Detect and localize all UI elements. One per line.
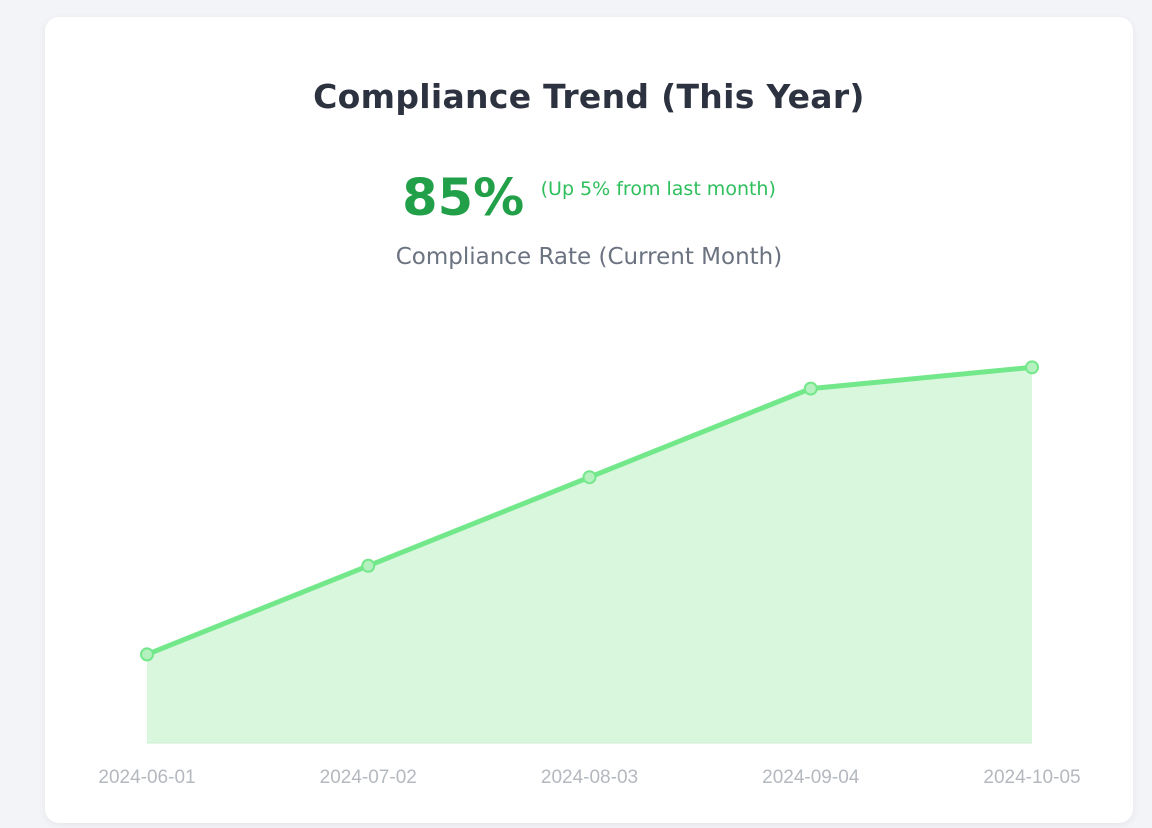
card-title: Compliance Trend (This Year)	[313, 77, 865, 116]
data-point-2024-10-05[interactable]	[1025, 360, 1039, 375]
x-axis-ticks: 2024-06-01 2024-07-02 2024-08-03 2024-09-04…	[98, 767, 1080, 788]
data-point-2024-07-02[interactable]	[361, 558, 376, 573]
x-tick-label: 2024-07-02	[320, 767, 417, 788]
compliance-rate-label: Compliance Rate (Current Month)	[395, 244, 783, 270]
kpi-row: 85% (Up 5% from last month)	[45, 169, 1133, 228]
compliance-rate-change: (Up 5% from last month)	[540, 177, 776, 200]
compliance-rate-value: 85%	[402, 169, 525, 228]
data-point-2024-09-04[interactable]	[803, 381, 818, 396]
point-layer	[140, 360, 1039, 662]
x-tick-label: 2024-10-05	[983, 767, 1080, 788]
x-tick-label: 2024-06-01	[98, 767, 195, 788]
series-area-fill	[147, 367, 1032, 743]
area-layer	[147, 367, 1032, 744]
x-tick-label: 2024-09-04	[762, 767, 860, 788]
data-point-2024-08-03[interactable]	[582, 470, 597, 485]
data-point-2024-06-01[interactable]	[140, 647, 154, 662]
x-tick-label: 2024-08-03	[541, 767, 638, 788]
